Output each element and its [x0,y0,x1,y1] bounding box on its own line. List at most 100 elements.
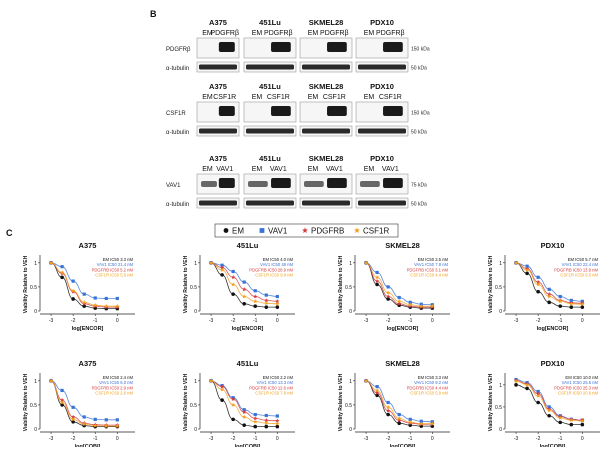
legend: EM VAV1 PDGFRB CSF1R [214,223,399,238]
data-point [48,260,54,265]
data-point [60,403,64,407]
data-point [547,413,551,418]
data-point [558,304,563,308]
data-point [408,302,413,307]
legend-item: PDGFRB [302,227,344,236]
ic50-annotation: CSF1R IC50 7.8 nM [255,391,293,396]
lane-label: PDGFRβ [210,30,239,37]
panel-c-label: C [6,228,13,238]
data-point [558,420,563,425]
y-axis-label: Viability Relative to VEH [338,255,344,313]
lane-label: EM [252,166,263,173]
ic50-annotation: PDGFRB IC50 13.9 nM [554,267,598,272]
y-tick-label: 1 [194,379,197,385]
data-point [231,292,235,296]
legend-symbol [302,227,308,234]
data-point [253,412,257,417]
data-point [70,414,76,419]
y-tick-label: 0 [349,427,352,433]
data-point [253,294,258,299]
x-tick-label: -1 [408,318,413,324]
y-tick-label: 0 [194,309,197,315]
y-tick-label: 0 [349,309,352,315]
data-point [253,299,258,304]
y-axis-label: Viability Relative to VEH [23,373,29,431]
ic50-annotation: EM IC50 3.3 nM [418,375,449,380]
data-point [104,423,109,428]
legend-label: VAV1 [268,227,288,236]
lane-label: CSF1R [323,94,346,101]
legend-label: CSF1R [363,227,389,236]
data-point [48,378,54,383]
protein-band [248,181,268,187]
data-point [242,414,247,419]
y-tick-label: 0.5 [190,285,197,291]
data-point [242,294,247,299]
ic50-annotation: VAV1 IC50 22.4 nM [562,262,599,267]
data-point [115,296,119,301]
kda-marker: 75 kDa [411,183,427,189]
loading-band [246,200,294,206]
chart: A375 0 0.5 1 -3 -2 -1 0 log[ENCOR] Viability Rela… [23,241,135,332]
data-point [242,423,246,427]
lane-label: EM [308,166,319,173]
ic50-annotation: PDGFRB IC50 5.2 nM [92,267,134,272]
data-point [385,290,391,295]
y-tick-label: 0 [194,427,197,433]
protein-band [271,42,291,52]
chart-title: A375 [79,359,97,368]
loading-band [302,64,350,70]
lane-label: EM [308,30,319,37]
chart-title: SKMEL28 [385,359,420,368]
data-point [569,422,574,427]
data-point [535,393,541,398]
ic50-annotation: EM IC50 2.5 nM [418,257,449,262]
loading-band [302,128,350,134]
lane-label: CSF1R [379,94,402,101]
ic50-annotation: VAV1 IC50 21.4 nM [97,262,134,267]
data-point [275,299,280,304]
lane-label: VAV1 [382,166,399,173]
y-axis-label: Viability Relative to VEH [183,373,189,431]
legend-symbol [259,228,265,233]
data-point [219,384,225,389]
ic50-annotation: EM IC50 4.0 nM [263,257,294,262]
loading-band [246,64,294,70]
protein-label: α-tubulin [166,202,189,208]
kda-marker: 50 kDa [411,202,427,208]
chart-title: 451Lu [237,241,259,250]
x-tick-label: -1 [558,436,563,442]
y-tick-label: 1 [34,379,37,385]
cell-line-label: PDX10 [370,18,394,27]
data-point [60,265,64,269]
data-point [82,421,87,427]
ic50-annotation: PDGFRB IC50 4.4 nM [407,385,449,390]
data-point [264,418,269,423]
dose-response-charts: A375 0 0.5 1 -3 -2 -1 0 log[ENCOR] Viability Rela… [23,241,600,450]
data-point [264,305,269,309]
x-tick-label: -2 [536,318,541,324]
x-tick-label: -1 [253,436,258,442]
y-tick-label: 1 [34,261,37,267]
data-point [397,295,401,300]
x-axis-label: log[ENCOR] [387,326,419,332]
data-point [275,418,280,423]
data-point [385,408,391,413]
data-point [82,301,87,306]
x-tick-label: -1 [408,436,413,442]
y-tick-label: 1 [499,383,502,389]
x-tick-label: -3 [209,436,214,442]
data-point [208,378,214,383]
ic50-annotation: CSF1R IC50 9.5 nM [560,273,598,278]
data-point [408,300,412,304]
lane-label: EM [252,94,263,101]
protein-label: PDGFRβ [166,47,191,53]
data-point [580,418,585,423]
ic50-annotation: VAV1 IC50 48 nM [260,262,293,267]
ic50-annotation: VAV1 IC50 6.0 nM [99,380,134,385]
data-point [374,274,380,280]
data-point [275,301,280,306]
y-tick-label: 0.5 [495,405,502,411]
